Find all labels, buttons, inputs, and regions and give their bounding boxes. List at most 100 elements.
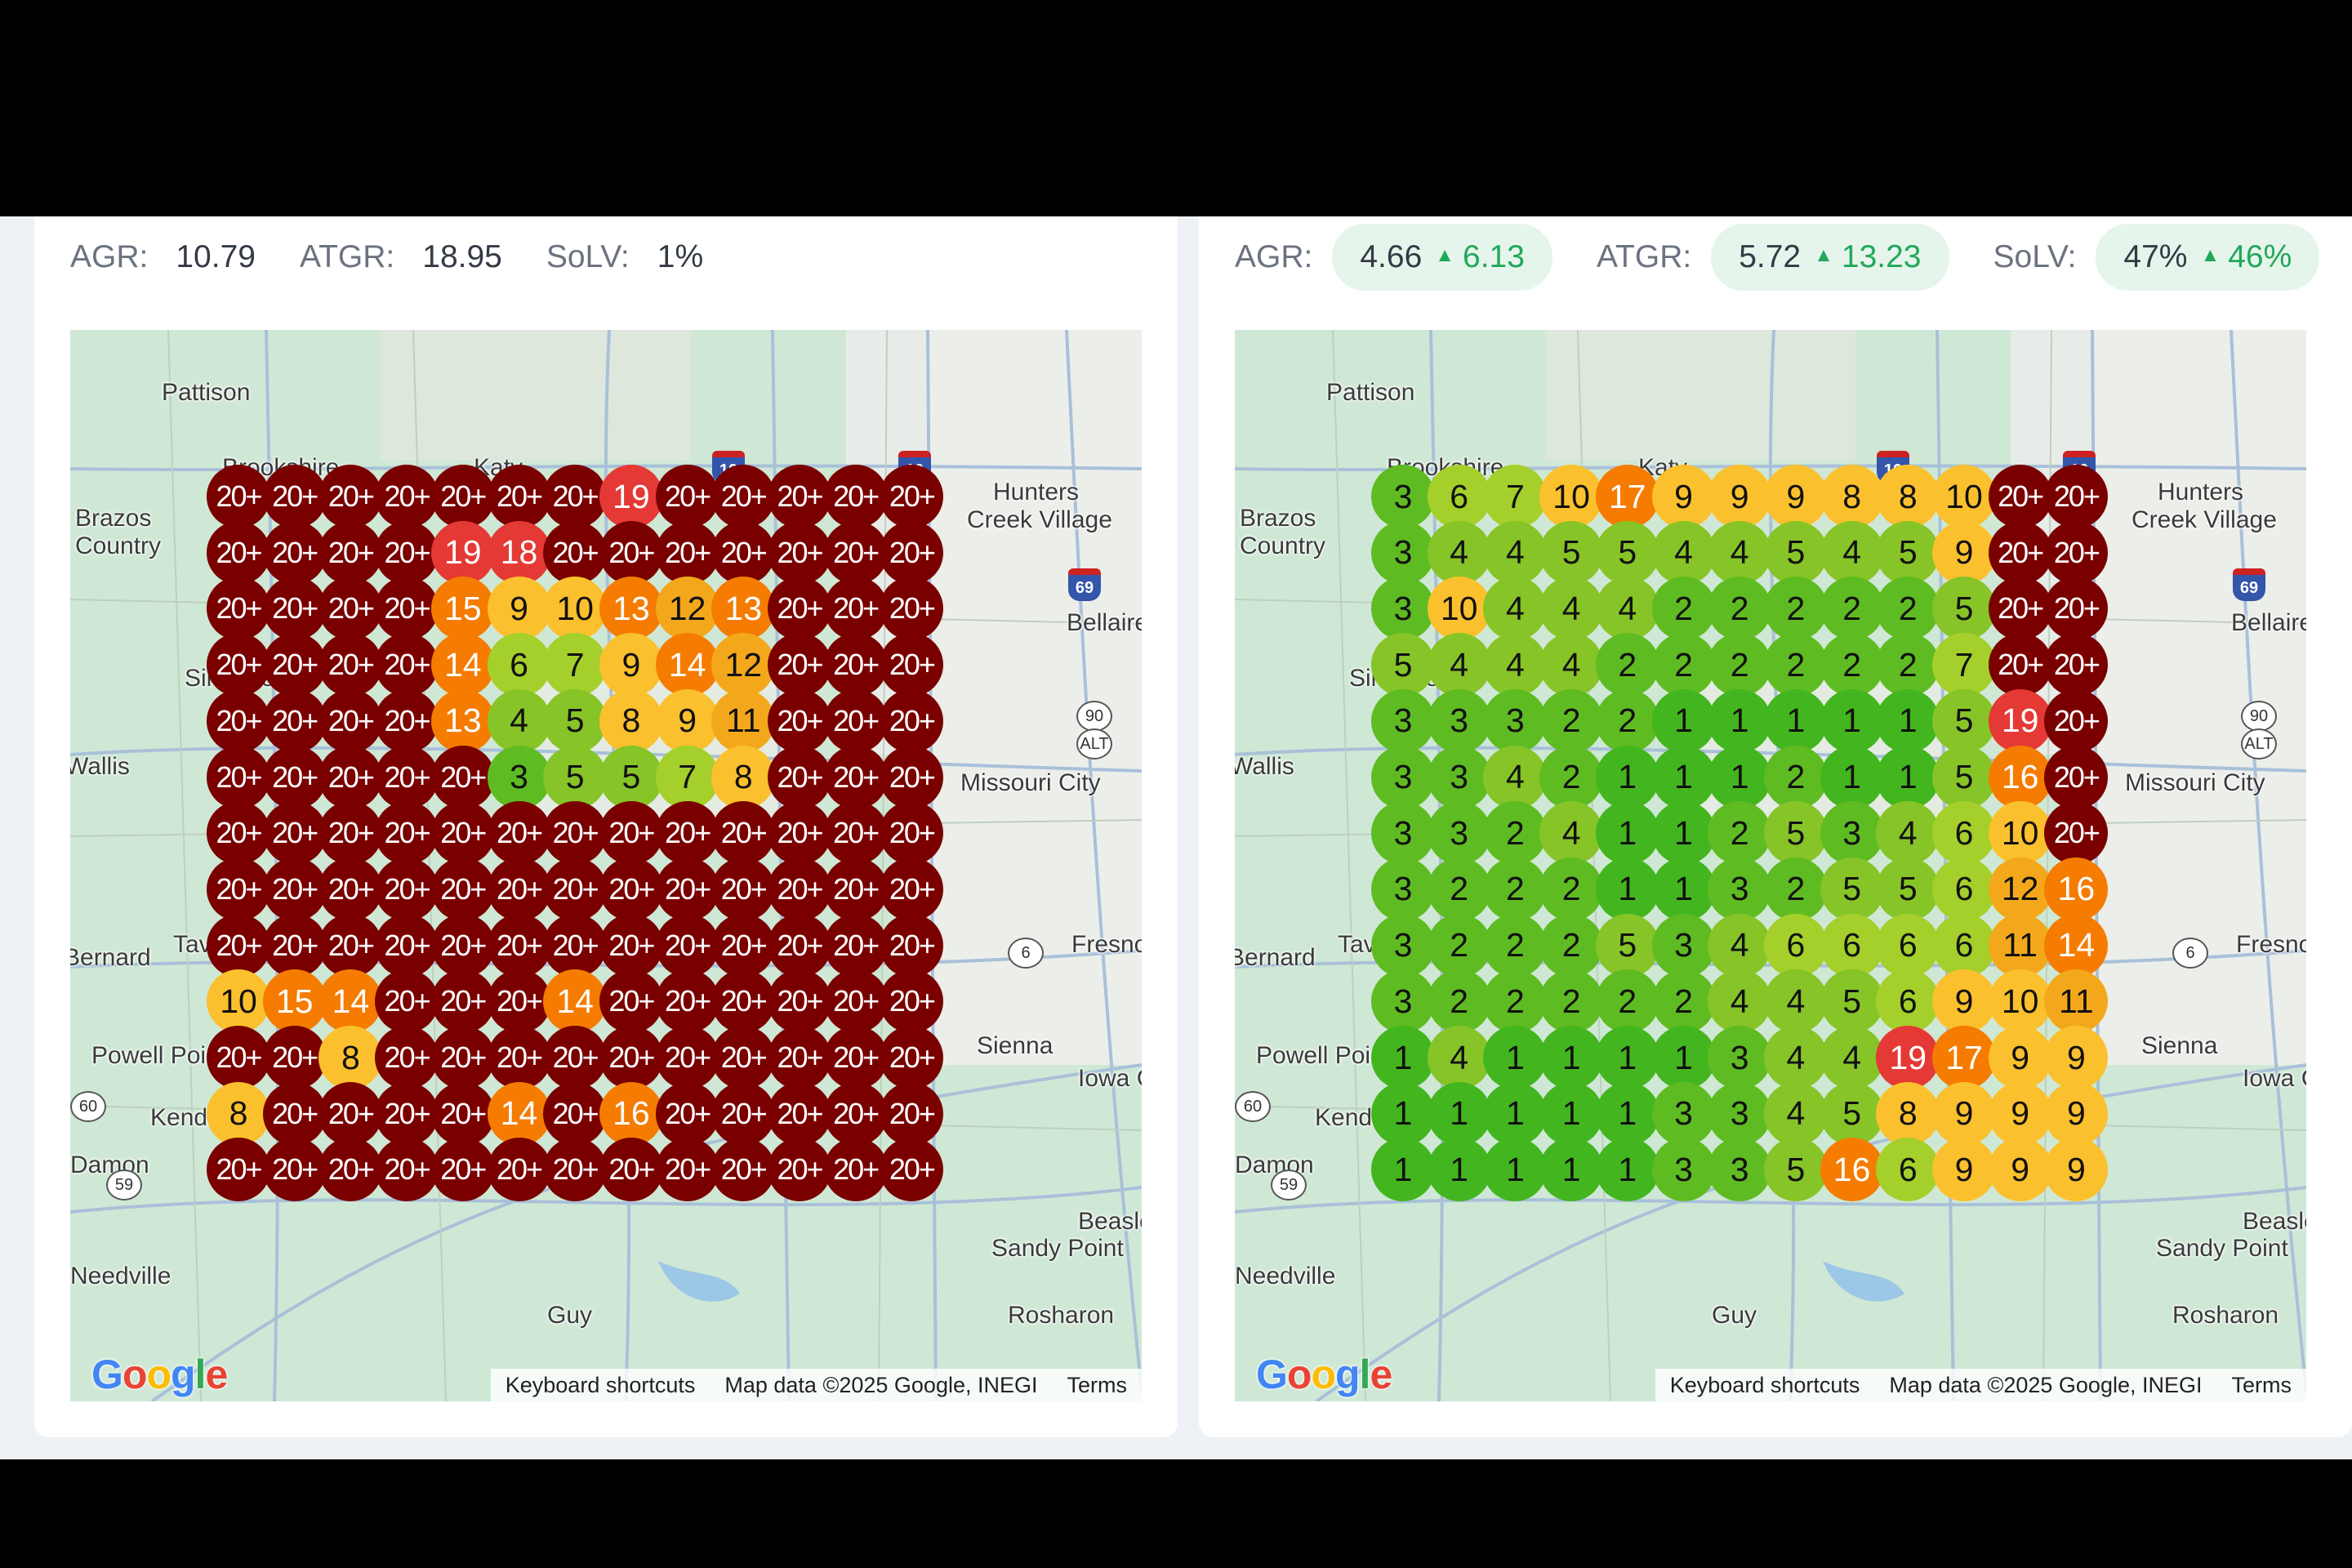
terms-link[interactable]: Terms [1067,1372,1128,1397]
rank-pin[interactable]: 8 [1876,1081,1940,1146]
rank-pin[interactable]: 20+ [487,913,551,978]
rank-pin[interactable]: 20+ [207,913,270,978]
rank-pin[interactable]: 11 [2044,969,2109,1034]
rank-pin[interactable]: 20+ [880,633,944,697]
rank-pin[interactable]: 20+ [599,1026,663,1089]
rank-pin[interactable]: 20+ [375,688,439,753]
rank-pin[interactable]: 4 [1651,520,1716,585]
rank-pin[interactable]: 2 [1651,633,1716,697]
rank-pin[interactable]: 20+ [711,969,776,1034]
rank-pin[interactable]: 6 [1932,913,1996,978]
rank-pin[interactable]: 11 [1988,913,2052,978]
rank-pin[interactable]: 3 [1483,688,1548,753]
rank-pin[interactable]: 20+ [207,688,270,753]
rank-pin[interactable]: 20+ [375,1081,439,1146]
rank-pin[interactable]: 20+ [207,520,270,585]
rank-pin[interactable]: 4 [1483,633,1548,697]
rank-pin[interactable]: 4 [1708,969,1772,1034]
rank-pin[interactable]: 2 [1595,969,1659,1034]
rank-pin[interactable]: 20+ [375,633,439,697]
rank-pin[interactable]: 20+ [375,801,439,866]
rank-pin[interactable]: 20+ [262,1138,327,1202]
rank-pin[interactable]: 1 [1539,1026,1604,1089]
rank-pin[interactable]: 20+ [711,801,776,866]
rank-pin[interactable]: 1 [1539,1081,1604,1146]
rank-pin[interactable]: 14 [430,633,495,697]
rank-pin[interactable]: 20+ [2044,745,2109,809]
keyboard-shortcuts-link[interactable]: Keyboard shortcuts [1669,1372,1860,1397]
rank-pin[interactable]: 20+ [880,1081,944,1146]
rank-pin[interactable]: 1 [1763,688,1828,753]
rank-pin[interactable]: 20+ [823,745,888,809]
rank-pin[interactable]: 5 [1371,633,1435,697]
rank-pin[interactable]: 4 [1876,801,1940,866]
rank-pin[interactable]: 20+ [880,688,944,753]
rank-pin[interactable]: 3 [1651,913,1716,978]
rank-pin[interactable]: 11 [711,688,776,753]
rank-pin[interactable]: 4 [1539,801,1604,866]
rank-pin[interactable]: 6 [1932,857,1996,921]
rank-pin[interactable]: 6 [1763,913,1828,978]
rank-map-after[interactable]: PattisonBrookshireKatyHuntersCreek Villa… [1235,330,2306,1401]
rank-pin[interactable]: 20+ [207,1026,270,1089]
rank-pin[interactable]: 2 [1427,969,1491,1034]
rank-pin[interactable]: 20+ [375,520,439,585]
rank-pin[interactable]: 9 [1763,465,1828,528]
rank-pin[interactable]: 15 [430,577,495,641]
rank-pin[interactable]: 19 [430,520,495,585]
rank-pin[interactable]: 1 [1820,688,1884,753]
rank-pin[interactable]: 20+ [543,1026,608,1089]
rank-pin[interactable]: 20+ [318,857,383,921]
rank-pin[interactable]: 10 [207,969,270,1034]
rank-pin[interactable]: 20+ [823,520,888,585]
rank-pin[interactable]: 6 [1427,465,1491,528]
rank-pin[interactable]: 2 [1708,633,1772,697]
rank-pin[interactable]: 4 [487,688,551,753]
rank-pin[interactable]: 20+ [655,1138,719,1202]
rank-pin[interactable]: 20+ [207,745,270,809]
rank-pin[interactable]: 20+ [543,1138,608,1202]
rank-pin[interactable]: 1 [1483,1138,1548,1202]
rank-pin[interactable]: 20+ [262,577,327,641]
rank-pin[interactable]: 9 [1708,465,1772,528]
rank-pin[interactable]: 2 [1595,633,1659,697]
rank-pin[interactable]: 20+ [768,688,831,753]
rank-pin[interactable]: 2 [1427,913,1491,978]
rank-pin[interactable]: 20+ [768,1081,831,1146]
rank-pin[interactable]: 20+ [262,745,327,809]
rank-pin[interactable]: 18 [487,520,551,585]
rank-pin[interactable]: 10 [543,577,608,641]
rank-pin[interactable]: 16 [1820,1138,1884,1202]
rank-pin[interactable]: 1 [1651,1026,1716,1089]
rank-pin[interactable]: 8 [1876,465,1940,528]
rank-pin[interactable]: 17 [1595,465,1659,528]
rank-pin[interactable]: 20+ [207,633,270,697]
rank-pin[interactable]: 12 [711,633,776,697]
rank-pin[interactable]: 20+ [880,745,944,809]
rank-pin[interactable]: 1 [1651,745,1716,809]
rank-pin[interactable]: 10 [1988,969,2052,1034]
rank-pin[interactable]: 20+ [430,1026,495,1089]
rank-pin[interactable]: 20+ [375,857,439,921]
rank-pin[interactable]: 2 [1483,801,1548,866]
rank-pin[interactable]: 20+ [318,520,383,585]
rank-pin[interactable]: 20+ [262,1026,327,1089]
rank-pin[interactable]: 20+ [487,969,551,1034]
rank-pin[interactable]: 5 [1595,520,1659,585]
rank-pin[interactable]: 2 [1763,633,1828,697]
rank-pin[interactable]: 20+ [880,577,944,641]
rank-pin[interactable]: 1 [1595,745,1659,809]
rank-pin[interactable]: 1 [1651,857,1716,921]
rank-pin[interactable]: 20+ [823,1026,888,1089]
rank-pin[interactable]: 1 [1820,745,1884,809]
rank-pin[interactable]: 5 [1932,745,1996,809]
rank-pin[interactable]: 20+ [599,857,663,921]
rank-pin[interactable]: 1 [1708,688,1772,753]
rank-pin[interactable]: 20+ [2044,688,2109,753]
rank-pin[interactable]: 20+ [375,1138,439,1202]
rank-pin[interactable]: 5 [1876,520,1940,585]
rank-pin[interactable]: 20+ [487,1138,551,1202]
rank-pin[interactable]: 9 [1988,1138,2052,1202]
rank-pin[interactable]: 20+ [375,969,439,1034]
rank-pin[interactable]: 1 [1427,1081,1491,1146]
